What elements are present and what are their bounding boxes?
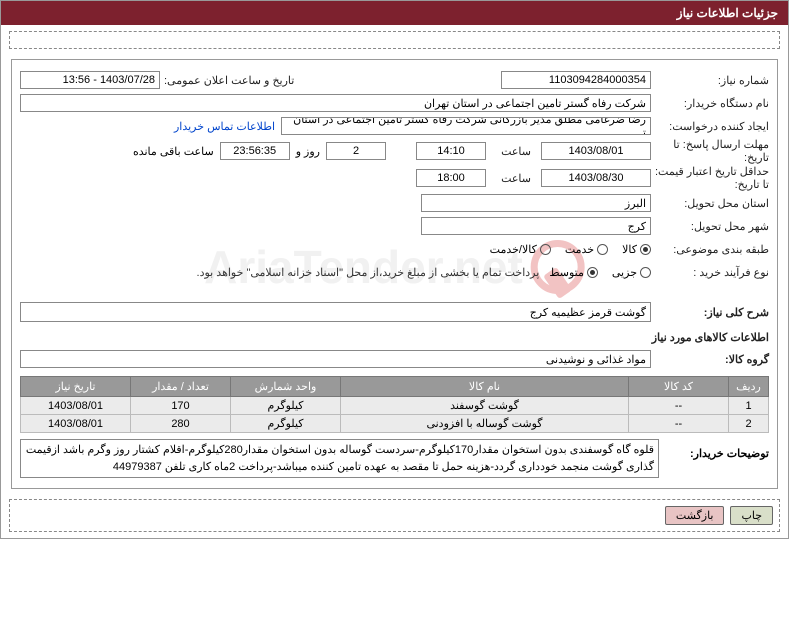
print-button[interactable]: چاپ <box>730 506 773 525</box>
time-label-2: ساعت <box>486 172 531 185</box>
form-panel: شماره نیاز: 1103094284000354 تاریخ و ساع… <box>11 59 778 489</box>
panel-title: جزئیات اطلاعات نیاز <box>677 6 778 20</box>
category-radio-group: کالا خدمت کالا/خدمت <box>490 243 651 256</box>
province-value: البرز <box>421 194 651 212</box>
back-button[interactable]: بازگشت <box>665 506 725 525</box>
radio-service[interactable] <box>597 244 608 255</box>
panel-header: جزئیات اطلاعات نیاز <box>1 1 788 25</box>
purchase-note: پرداخت تمام یا بخشی از مبلغ خرید،از محل … <box>197 266 540 279</box>
group-label: گروه کالا: <box>651 353 769 366</box>
main-panel: جزئیات اطلاعات نیاز شماره نیاز: 11030942… <box>0 0 789 539</box>
contact-buyer-link[interactable]: اطلاعات تماس خریدار <box>174 120 275 133</box>
cell-name: گوشت گوساله با افزودنی <box>341 415 629 433</box>
category-label: طبقه بندی موضوعی: <box>651 243 769 256</box>
buyer-desc-label: توضیحات خریدار: <box>659 439 769 460</box>
purchase-type-radio-group: جزیی متوسط <box>549 266 651 279</box>
cell-unit: کیلوگرم <box>231 415 341 433</box>
radio-small[interactable] <box>640 267 651 278</box>
announce-label: تاریخ و ساعت اعلان عمومی: <box>160 74 310 87</box>
city-value: کرج <box>421 217 651 235</box>
purchase-type-label: نوع فرآیند خرید : <box>651 266 769 279</box>
remain-days: 2 <box>326 142 386 160</box>
th-date: تاریخ نیاز <box>21 377 131 397</box>
cell-n: 1 <box>729 397 769 415</box>
deadline-reply-label: مهلت ارسال پاسخ: تا تاریخ: <box>651 138 769 164</box>
radio-service-label: خدمت <box>565 243 594 256</box>
remain-time: 23:56:35 <box>220 142 290 160</box>
th-unit: واحد شمارش <box>231 377 341 397</box>
cell-date: 1403/08/01 <box>21 397 131 415</box>
cell-code: -- <box>629 415 729 433</box>
dashed-separator-bottom: چاپ بازگشت <box>9 499 780 532</box>
cell-code: -- <box>629 397 729 415</box>
dashed-separator-top <box>9 31 780 49</box>
deadline-reply-time: 14:10 <box>416 142 486 160</box>
radio-goods[interactable] <box>640 244 651 255</box>
requester-label: ایجاد کننده درخواست: <box>651 120 769 133</box>
radio-goods-service-label: کالا/خدمت <box>490 243 537 256</box>
city-label: شهر محل تحویل: <box>651 220 769 233</box>
radio-medium-label: متوسط <box>549 266 584 279</box>
cell-qty: 280 <box>131 415 231 433</box>
group-value: مواد غذائی و نوشیدنی <box>20 350 651 368</box>
th-qty: تعداد / مقدار <box>131 377 231 397</box>
announce-value: 1403/07/28 - 13:56 <box>20 71 160 89</box>
items-section-title: اطلاعات کالاهای مورد نیاز <box>34 331 769 344</box>
radio-goods-service[interactable] <box>540 244 551 255</box>
cell-date: 1403/08/01 <box>21 415 131 433</box>
buyer-desc-value: قلوه گاه گوسفندی بدون استخوان مقدار170کی… <box>20 439 659 478</box>
items-table: ردیف کد کالا نام کالا واحد شمارش تعداد /… <box>20 376 769 433</box>
requester-value: رضا ضرغامی مطلق مدیر بازرگانی شرکت رفاه … <box>281 117 651 135</box>
cell-unit: کیلوگرم <box>231 397 341 415</box>
validity-time: 18:00 <box>416 169 486 187</box>
validity-label: حداقل تاریخ اعتبار قیمت: تا تاریخ: <box>651 165 769 191</box>
need-no-value: 1103094284000354 <box>501 71 651 89</box>
th-row: ردیف <box>729 377 769 397</box>
days-and-label: روز و <box>296 145 320 158</box>
buyer-org-value: شرکت رفاه گستر تامین اجتماعی در استان ته… <box>20 94 651 112</box>
cell-qty: 170 <box>131 397 231 415</box>
general-desc-value: گوشت قرمز عظیمیه کرج <box>20 302 651 322</box>
remain-suffix: ساعت باقی مانده <box>133 145 214 158</box>
table-row: 2--گوشت گوساله با افزودنیکیلوگرم2801403/… <box>21 415 769 433</box>
validity-date: 1403/08/30 <box>541 169 651 187</box>
radio-medium[interactable] <box>587 267 598 278</box>
radio-small-label: جزیی <box>612 266 637 279</box>
need-no-label: شماره نیاز: <box>651 74 769 87</box>
cell-n: 2 <box>729 415 769 433</box>
buyer-org-label: نام دستگاه خریدار: <box>651 97 769 110</box>
cell-name: گوشت گوسفند <box>341 397 629 415</box>
radio-goods-label: کالا <box>622 243 637 256</box>
th-code: کد کالا <box>629 377 729 397</box>
deadline-reply-date: 1403/08/01 <box>541 142 651 160</box>
time-label-1: ساعت <box>486 145 531 158</box>
general-desc-label: شرح کلی نیاز: <box>651 306 769 319</box>
table-row: 1--گوشت گوسفندکیلوگرم1701403/08/01 <box>21 397 769 415</box>
th-name: نام کالا <box>341 377 629 397</box>
province-label: استان محل تحویل: <box>651 197 769 210</box>
